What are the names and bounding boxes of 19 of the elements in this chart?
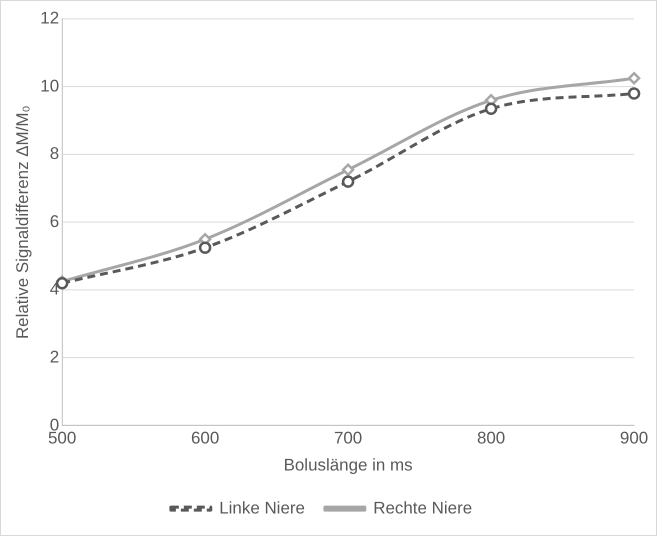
x-tick-label: 700 bbox=[334, 428, 362, 448]
y-tick-label: 8 bbox=[50, 144, 60, 164]
x-tick-label: 800 bbox=[476, 428, 506, 448]
point bbox=[628, 72, 640, 84]
legend-label: Linke Niere bbox=[219, 498, 305, 518]
point bbox=[198, 241, 212, 254]
y-tick-label: 2 bbox=[50, 348, 60, 366]
x-tick-label: 600 bbox=[190, 428, 220, 448]
point bbox=[342, 164, 354, 176]
y-tick-label: 12 bbox=[40, 8, 60, 28]
point bbox=[484, 102, 498, 115]
legend-label: Rechte Niere bbox=[373, 498, 472, 518]
y-tick-label: 6 bbox=[50, 212, 60, 231]
x-axis-title: Boluslänge in ms bbox=[284, 456, 413, 475]
y-axis-title: Relative Signaldifferenz ΔM/M₀ bbox=[12, 106, 32, 340]
y-tick-label: 10 bbox=[40, 76, 60, 96]
point bbox=[628, 87, 640, 100]
x-tick-label: 900 bbox=[620, 428, 648, 448]
point bbox=[342, 175, 354, 188]
